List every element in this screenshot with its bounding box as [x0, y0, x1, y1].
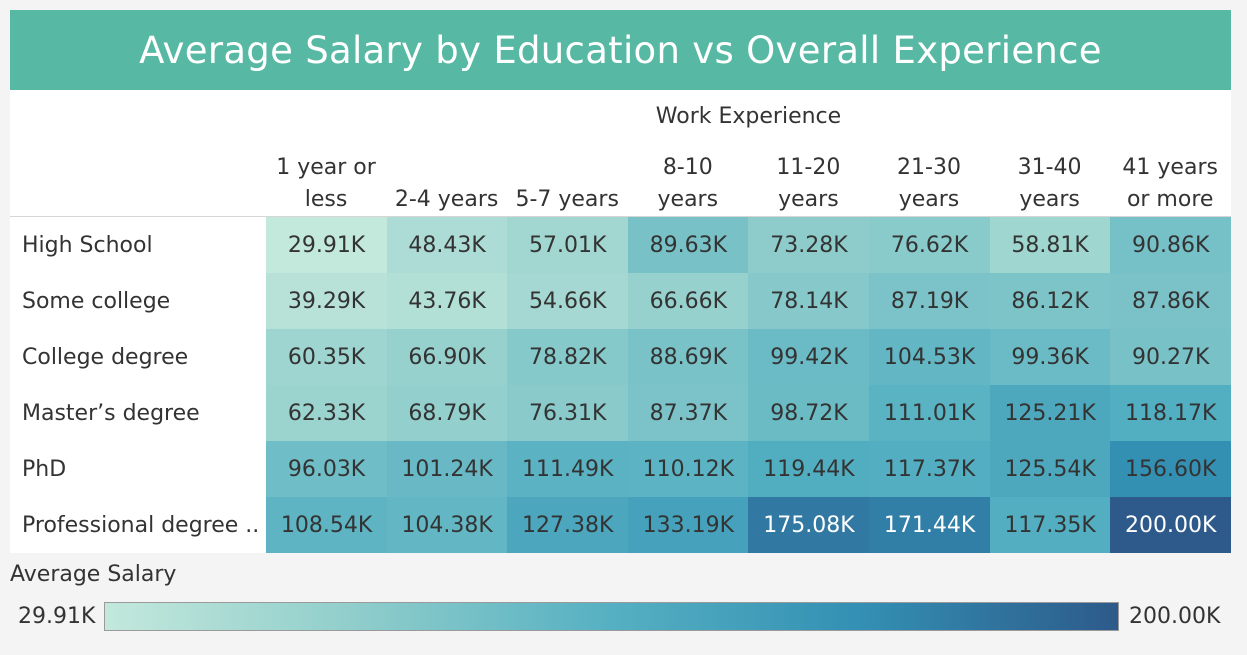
heatmap-cell[interactable]: 111.01K — [869, 385, 991, 441]
heatmap-cell[interactable]: 96.03K — [266, 441, 388, 497]
heatmap-cell[interactable]: 43.76K — [386, 273, 508, 329]
heatmap-cell[interactable]: 62.33K — [266, 385, 388, 441]
heatmap-cell[interactable]: 108.54K — [266, 497, 388, 553]
heatmap-cell[interactable]: 99.42K — [748, 329, 870, 385]
heatmap-cell[interactable]: 39.29K — [266, 273, 388, 329]
heatmap-cell[interactable]: 110.12K — [627, 441, 749, 497]
column-header: 11-20 years — [776, 155, 841, 212]
heatmap-cell[interactable]: 125.21K — [989, 385, 1111, 441]
heatmap-cell[interactable]: 48.43K — [386, 217, 508, 273]
heatmap-cell[interactable]: 87.19K — [869, 273, 991, 329]
column-header: 21-30 years — [897, 155, 961, 212]
column-header: 8-10 years — [657, 155, 719, 212]
heatmap-cell[interactable]: 73.28K — [748, 217, 870, 273]
heatmap-cell[interactable]: 78.82K — [507, 329, 629, 385]
row-label: PhD — [22, 456, 67, 482]
legend-min-label: 29.91K — [18, 604, 96, 629]
heatmap-cell[interactable]: 99.36K — [989, 329, 1111, 385]
column-header: 2-4 years — [394, 187, 499, 212]
heatmap-cell[interactable]: 66.66K — [627, 273, 749, 329]
heatmap-cell[interactable]: 87.86K — [1110, 273, 1232, 329]
heatmap-cell[interactable]: 117.35K — [989, 497, 1111, 553]
column-header: 5-7 years — [515, 187, 619, 212]
chart-title: Average Salary by Education vs Overall E… — [10, 10, 1231, 90]
heatmap-cell[interactable]: 117.37K — [869, 441, 991, 497]
heatmap-cell[interactable]: 76.62K — [869, 217, 991, 273]
legend-max-label: 200.00K — [1129, 604, 1221, 629]
column-axis-label: Work Experience — [655, 104, 842, 129]
row-label: High School — [22, 232, 153, 258]
column-header: 41 years or more — [1122, 155, 1218, 212]
header-divider — [10, 216, 1231, 217]
heatmap-cell[interactable]: 68.79K — [386, 385, 508, 441]
heatmap-cell[interactable]: 90.86K — [1110, 217, 1232, 273]
heatmap-cell[interactable]: 87.37K — [627, 385, 749, 441]
column-header: 31-40 years — [1017, 155, 1082, 212]
heatmap-cell[interactable]: 29.91K — [266, 217, 388, 273]
heatmap-cell[interactable]: 101.24K — [386, 441, 508, 497]
heatmap-cell[interactable]: 60.35K — [266, 329, 388, 385]
heatmap-cell[interactable]: 86.12K — [989, 273, 1111, 329]
heatmap-cell[interactable]: 76.31K — [507, 385, 629, 441]
row-label: Some college — [22, 288, 171, 314]
row-label: College degree — [22, 344, 189, 370]
heatmap-cell[interactable]: 127.38K — [507, 497, 629, 553]
heatmap-cell[interactable]: 78.14K — [748, 273, 870, 329]
heatmap-cell[interactable]: 125.54K — [989, 441, 1111, 497]
heatmap-cell[interactable]: 118.17K — [1110, 385, 1232, 441]
heatmap-cell[interactable]: 119.44K — [748, 441, 870, 497]
row-label: Master’s degree — [22, 400, 200, 426]
heatmap-cell[interactable]: 133.19K — [627, 497, 749, 553]
heatmap-cell[interactable]: 66.90K — [386, 329, 508, 385]
heatmap-cell[interactable]: 104.38K — [386, 497, 508, 553]
heatmap-cell[interactable]: 58.81K — [989, 217, 1111, 273]
legend-color-bar — [104, 602, 1119, 631]
heatmap-cell[interactable]: 156.60K — [1110, 441, 1232, 497]
heatmap-cell[interactable]: 88.69K — [627, 329, 749, 385]
heatmap-cell[interactable]: 57.01K — [507, 217, 629, 273]
heatmap-cell[interactable]: 175.08K — [748, 497, 870, 553]
legend-title: Average Salary — [10, 562, 177, 587]
heatmap-cell[interactable]: 104.53K — [869, 329, 991, 385]
row-label: Professional degree .. — [22, 512, 260, 538]
heatmap-cell[interactable]: 89.63K — [627, 217, 749, 273]
heatmap-cell[interactable]: 171.44K — [869, 497, 991, 553]
heatmap-cell[interactable]: 98.72K — [748, 385, 870, 441]
heatmap-cell[interactable]: 54.66K — [507, 273, 629, 329]
heatmap-cell[interactable]: 111.49K — [507, 441, 629, 497]
heatmap-cell[interactable]: 200.00K — [1110, 497, 1232, 553]
column-header: 1 year or less — [276, 155, 376, 212]
heatmap-cell[interactable]: 90.27K — [1110, 329, 1232, 385]
